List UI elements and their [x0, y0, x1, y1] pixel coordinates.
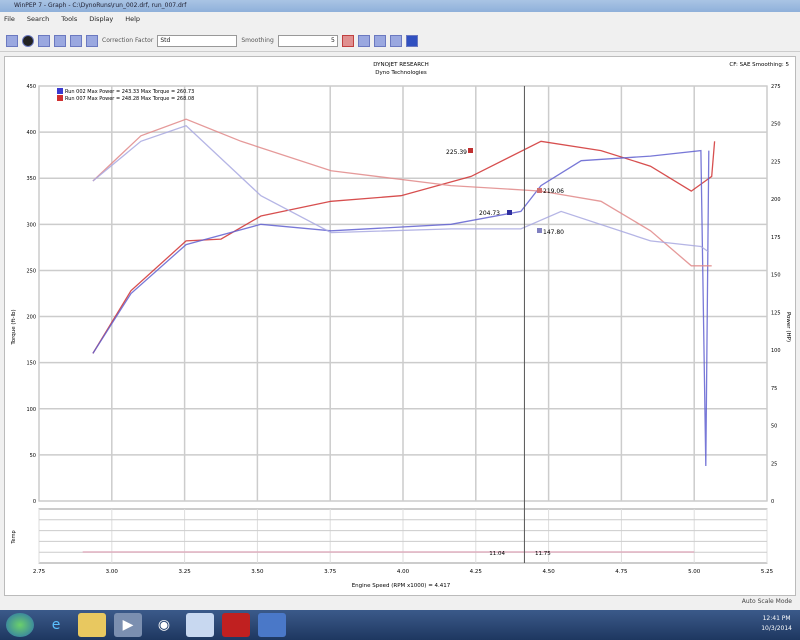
clock-date: 10/3/2014 [761, 625, 792, 632]
status-bar: Auto Scale Mode [741, 598, 792, 605]
x-tick-label: 4.75 [615, 569, 628, 575]
y2-tick-label: 200 [771, 197, 781, 203]
y2-tick-label: 150 [771, 273, 781, 279]
y-tick-label: 50 [30, 453, 36, 459]
cursor-readout: Engine Speed (RPM x1000) = 4.417 [352, 583, 451, 589]
print-icon[interactable] [373, 34, 386, 47]
x-tick-label: 4.25 [470, 569, 483, 575]
menu-bar: File Search Tools Display Help [0, 13, 800, 25]
graph3-icon[interactable] [70, 34, 82, 47]
x-tick-label: 3.50 [251, 569, 264, 575]
x-tick-label: 3.25 [178, 569, 191, 575]
y2-tick-label: 250 [771, 122, 781, 128]
app-icon[interactable] [258, 613, 286, 637]
header-right: CF: SAE Smoothing: 5 [729, 62, 789, 68]
smoothing-label: Smoothing [241, 37, 274, 44]
x-tick-label: 3.00 [106, 569, 119, 575]
menu-search[interactable]: Search [26, 15, 50, 23]
y-tick-label: 450 [26, 84, 36, 90]
correction-label: Correction Factor [102, 37, 154, 44]
readout-marker [468, 148, 473, 153]
menu-display[interactable]: Display [89, 15, 114, 23]
notes-icon[interactable] [186, 613, 214, 637]
y2-axis-label: Power (HP) [785, 312, 791, 342]
y2-tick-label: 25 [771, 461, 777, 467]
x-tick-label: 5.00 [688, 569, 701, 575]
readout-3: 204.73 [479, 210, 500, 217]
media-icon[interactable]: ▶ [114, 613, 142, 637]
y-tick-label: 150 [26, 361, 36, 367]
window-title: WinPEP 7 - Graph - C:\DynoRuns\run_002.d… [0, 0, 800, 12]
readout-marker [537, 188, 542, 193]
y-tick-label: 200 [26, 315, 36, 321]
graph4-icon[interactable] [86, 34, 98, 47]
x-tick-label: 5.25 [761, 569, 774, 575]
y2-tick-label: 0 [771, 499, 774, 505]
y2-tick-label: 100 [771, 348, 781, 354]
zoom-icon[interactable] [357, 34, 370, 47]
y2-tick-label: 275 [771, 84, 781, 90]
start-button[interactable] [6, 613, 34, 637]
dyno-chart[interactable]: DYNOJET RESEARCH Dyno Technologies CF: S… [5, 57, 797, 597]
readout-1: 225.39 [446, 149, 467, 156]
open-icon[interactable] [6, 34, 18, 47]
export-icon[interactable] [389, 34, 402, 47]
close-graph-icon[interactable] [341, 34, 354, 47]
header-line1: DYNOJET RESEARCH [373, 62, 429, 68]
graph-panel: DYNOJET RESEARCH Dyno Technologies CF: S… [4, 56, 796, 596]
ball-icon[interactable] [22, 34, 34, 47]
readout-marker [507, 210, 512, 215]
y-tick-label: 0 [33, 499, 36, 505]
toolbar: Correction Factor Std Smoothing 5 [0, 30, 800, 52]
x-tick-label: 3.75 [324, 569, 337, 575]
x-tick-label: 2.75 [33, 569, 46, 575]
lower-y-label: Temp [11, 530, 17, 544]
y-tick-label: 300 [26, 222, 36, 228]
dyno-app-icon[interactable] [222, 613, 250, 637]
graph2-icon[interactable] [54, 34, 66, 47]
y-tick-label: 250 [26, 268, 36, 274]
menu-help[interactable]: Help [125, 15, 141, 23]
lower-readout-2: 11.75 [535, 551, 551, 557]
legend-swatch-run002 [57, 88, 63, 94]
smoothing-select[interactable]: 5 [277, 34, 338, 47]
y2-tick-label: 75 [771, 386, 777, 392]
legend-run002: Run 002 Max Power = 243.33 Max Torque = … [65, 89, 194, 95]
taskbar: e ▶ ◉ 12:41 PM 10/3/2014 [0, 610, 800, 640]
clock: 12:41 PM 10/3/2014 [761, 614, 792, 634]
y-tick-label: 100 [26, 407, 36, 413]
menu-file[interactable]: File [4, 15, 15, 23]
legend-swatch-run007 [57, 95, 63, 101]
readout-marker [537, 228, 542, 233]
series-line-1 [92, 149, 710, 467]
y-tick-label: 400 [26, 130, 36, 136]
x-tick-label: 4.00 [397, 569, 410, 575]
x-tick-label: 4.50 [542, 569, 555, 575]
explorer-icon[interactable] [78, 613, 106, 637]
legend-run007: Run 007 Max Power = 248.28 Max Torque = … [65, 96, 194, 102]
graph-icon[interactable] [38, 34, 50, 47]
header-line2: Dyno Technologies [375, 70, 427, 76]
chrome-icon[interactable]: ◉ [157, 617, 171, 633]
y-axis-label: Torque (ft-lb) [11, 309, 17, 345]
menu-tools[interactable]: Tools [61, 15, 78, 23]
y-tick-label: 350 [26, 176, 36, 182]
lower-readout-1: 11.04 [489, 551, 505, 557]
y2-tick-label: 175 [771, 235, 781, 241]
clock-time: 12:41 PM [762, 615, 791, 622]
ie-icon[interactable]: e [51, 617, 61, 633]
series-line-3 [92, 124, 710, 253]
y2-tick-label: 125 [771, 310, 781, 316]
cursor-cross-icon[interactable] [405, 34, 418, 47]
readout-2: 219.06 [543, 188, 564, 195]
correction-select[interactable]: Std [157, 34, 238, 47]
y2-tick-label: 50 [771, 424, 777, 430]
y2-tick-label: 225 [771, 159, 781, 165]
series-line-0 [92, 140, 716, 354]
readout-4: 147.80 [543, 229, 564, 236]
